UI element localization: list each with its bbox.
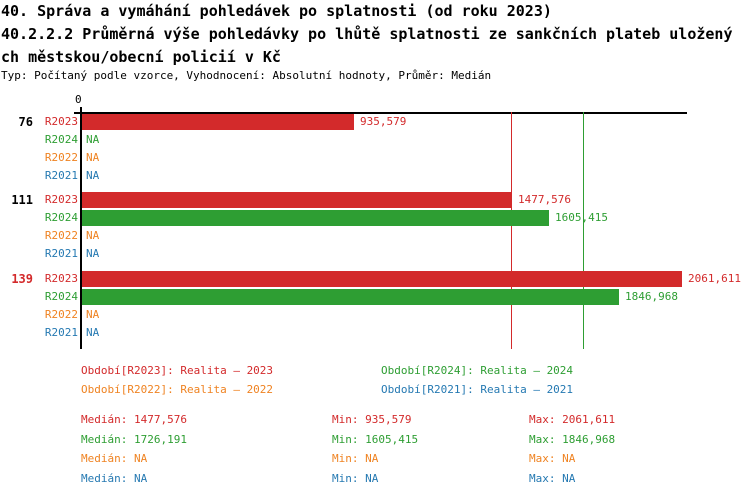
page-title-line3: ch městskou/obecní policií v Kč <box>1 48 281 66</box>
na-value-label: NA <box>86 169 100 182</box>
bar-value-label: 1477,576 <box>518 193 571 206</box>
page-title-line1: 40. Správa a vymáhání pohledávek po spla… <box>1 2 552 20</box>
series-label-r2024: R2024 <box>44 211 78 224</box>
stat-median-r2022: Medián: NA <box>81 452 148 465</box>
series-label-r2021: R2021 <box>44 326 78 339</box>
stat-max-r2023: Max: 2061,611 <box>529 413 616 426</box>
stat-median-r2021: Medián: NA <box>81 472 148 485</box>
stat-max-r2024: Max: 1846,968 <box>529 433 616 446</box>
axis-origin-label: 0 <box>75 93 82 106</box>
stat-min-r2022: Min: NA <box>332 452 379 465</box>
stat-min-r2024: Min: 1605,415 <box>332 433 419 446</box>
series-label-r2022: R2022 <box>44 229 78 242</box>
bar-value-label: 2061,611 <box>688 272 741 285</box>
legend-item-r2021: Období[R2021]: Realita – 2021 <box>381 383 574 396</box>
na-value-label: NA <box>86 151 100 164</box>
x-axis-top-line <box>74 112 687 114</box>
na-value-label: NA <box>86 229 100 242</box>
series-label-r2021: R2021 <box>44 169 78 182</box>
stat-min-r2023: Min: 935,579 <box>332 413 412 426</box>
bar-r2024 <box>82 210 549 226</box>
group-label: 139 <box>11 272 33 286</box>
stat-median-r2023: Medián: 1477,576 <box>81 413 187 426</box>
stat-max-r2022: Max: NA <box>529 452 576 465</box>
reference-line-r2024 <box>583 112 584 349</box>
na-value-label: NA <box>86 326 100 339</box>
na-value-label: NA <box>86 247 100 260</box>
series-label-r2024: R2024 <box>44 290 78 303</box>
stat-median-r2024: Medián: 1726,191 <box>81 433 187 446</box>
bar-r2024 <box>82 289 619 305</box>
series-label-r2022: R2022 <box>44 308 78 321</box>
series-label-r2023: R2023 <box>44 115 78 128</box>
bar-value-label: 935,579 <box>360 115 407 128</box>
bar-value-label: 1605,415 <box>555 211 608 224</box>
series-label-r2024: R2024 <box>44 133 78 146</box>
page-title-line2: 40.2.2.2 Průměrná výše pohledávky po lhů… <box>1 25 733 43</box>
series-label-r2021: R2021 <box>44 247 78 260</box>
bar-r2023 <box>82 271 682 287</box>
stat-max-r2021: Max: NA <box>529 472 576 485</box>
group-label: 111 <box>11 193 33 207</box>
na-value-label: NA <box>86 308 100 321</box>
legend-item-r2024: Období[R2024]: Realita – 2024 <box>381 364 574 377</box>
na-value-label: NA <box>86 133 100 146</box>
stat-min-r2021: Min: NA <box>332 472 379 485</box>
bar-value-label: 1846,968 <box>625 290 678 303</box>
series-label-r2022: R2022 <box>44 151 78 164</box>
series-label-r2023: R2023 <box>44 193 78 206</box>
legend-item-r2023: Období[R2023]: Realita – 2023 <box>81 364 274 377</box>
chart-meta-info: Typ: Počítaný podle vzorce, Vyhodnocení:… <box>1 69 492 82</box>
legend-item-r2022: Období[R2022]: Realita – 2022 <box>81 383 274 396</box>
bar-r2023 <box>82 114 354 130</box>
group-label: 76 <box>18 115 33 129</box>
series-label-r2023: R2023 <box>44 272 78 285</box>
y-axis-line <box>80 107 82 349</box>
bar-r2023 <box>82 192 512 208</box>
reference-line-r2023 <box>511 112 512 349</box>
